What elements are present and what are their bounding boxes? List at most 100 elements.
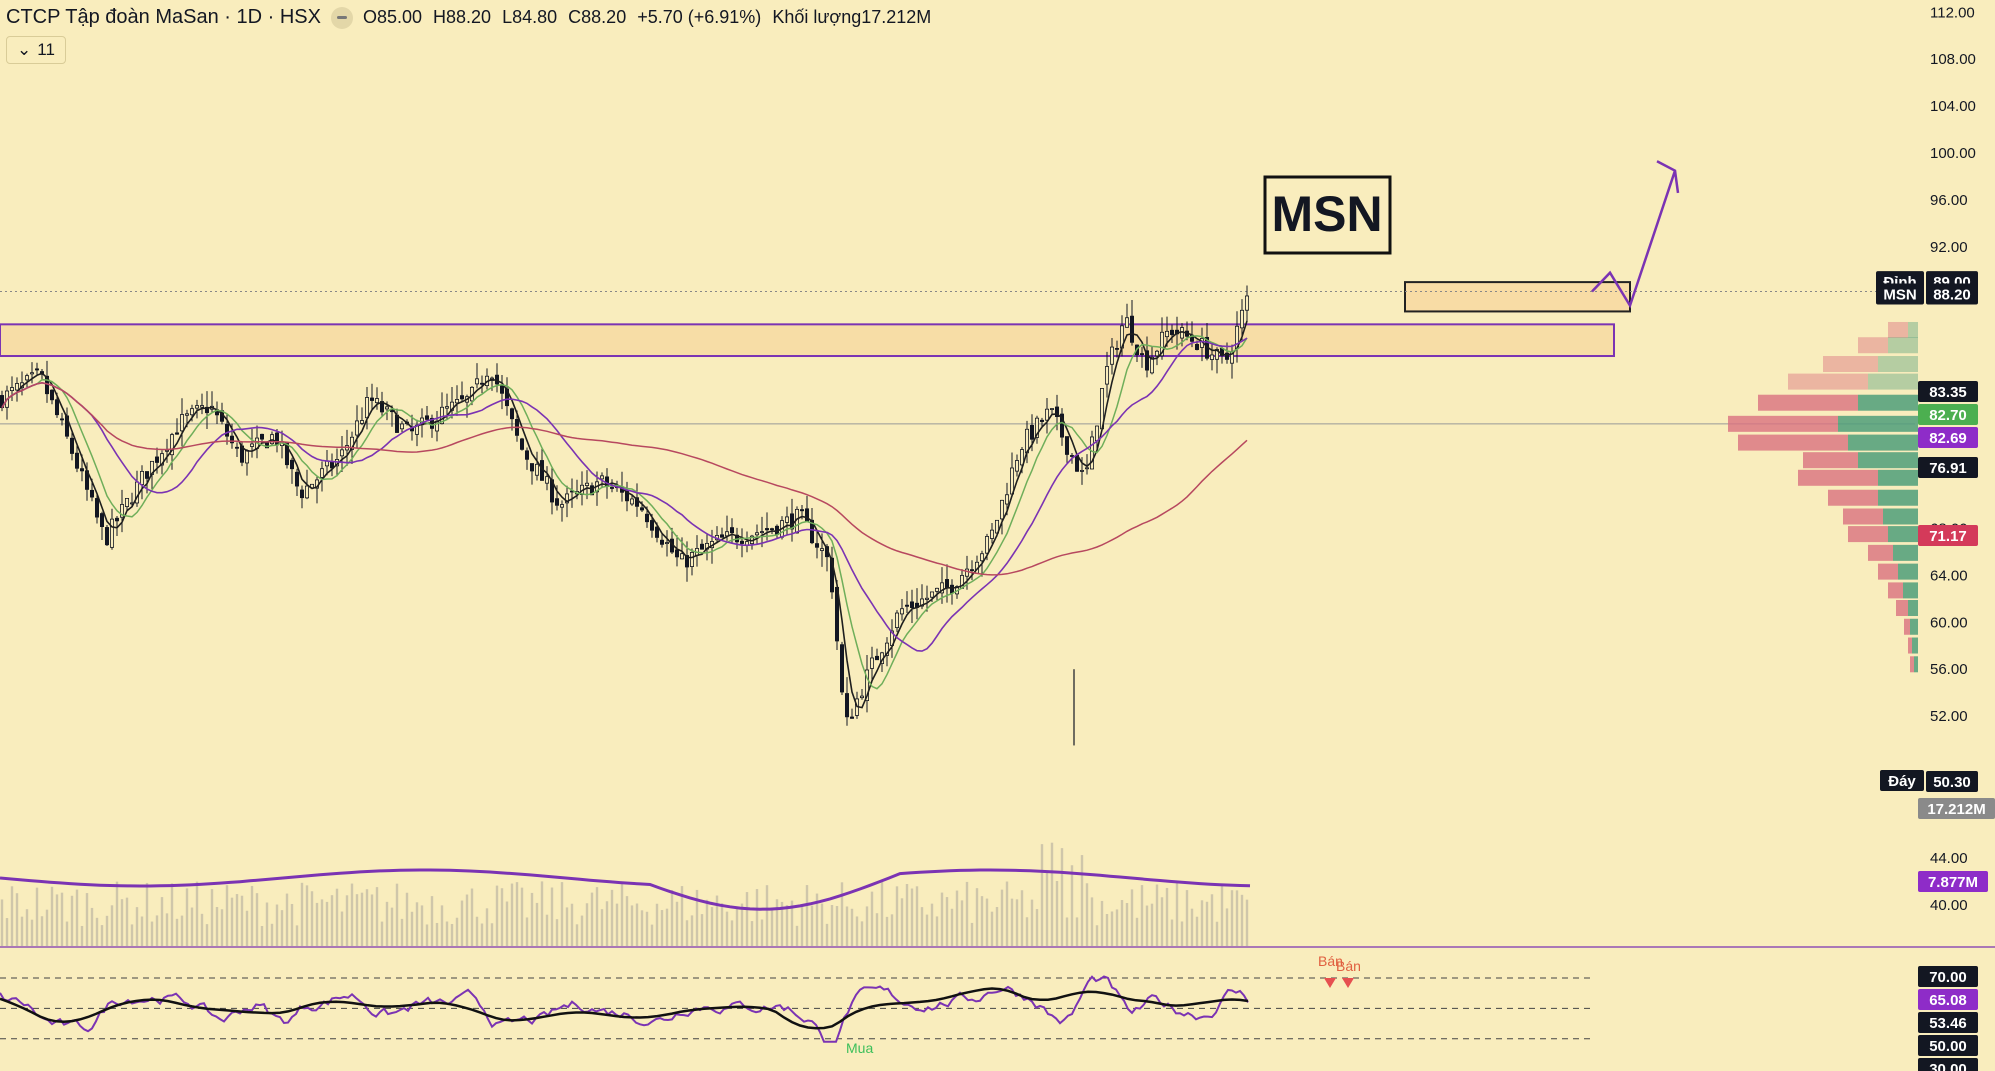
open-value: O85.00 (362, 7, 422, 27)
volume-bar (1245, 899, 1249, 946)
volume-bar (230, 897, 234, 946)
volume-bar (235, 894, 239, 946)
volume-bar (1180, 921, 1184, 946)
candle-body (660, 539, 665, 545)
candle-body (14, 383, 19, 391)
volume-bar (470, 888, 474, 946)
rsi-ma-tag: 53.46 (1929, 1015, 1967, 1032)
bottom-label: Đáy (1888, 773, 1916, 790)
volume-bar (960, 900, 964, 946)
logo-box (1263, 175, 1392, 255)
candle-body (259, 433, 264, 440)
volume-bar (1175, 882, 1179, 946)
candle-body (1140, 353, 1145, 355)
volume-bar (810, 905, 814, 946)
volume-bar (555, 919, 559, 946)
volume-bar (995, 907, 999, 946)
volume-bar (1050, 842, 1054, 946)
ma2-tag: 82.70 (1929, 407, 1967, 424)
volume-bar (875, 913, 879, 946)
candle-body (499, 384, 504, 394)
volume-bar (740, 903, 744, 946)
volume-bar (1075, 917, 1079, 946)
volume-bar (825, 923, 829, 946)
volume-bar (635, 903, 639, 946)
volume-bar (735, 907, 739, 946)
vp-down-bar (1896, 599, 1908, 616)
rsi-70-tag-bg (1918, 966, 1978, 987)
volume-bar (80, 925, 84, 946)
volume-bar (335, 888, 339, 946)
candle-body (645, 513, 650, 523)
last-label-bg (1876, 283, 1924, 305)
sell-signal-label: Bán (1318, 953, 1343, 969)
symbol-title[interactable]: CTCP Tập đoàn MaSan · 1D · HSX (6, 6, 321, 28)
volume-bar (175, 918, 179, 946)
candle-body (29, 372, 34, 375)
candle-body (1060, 413, 1065, 438)
volume-bar (200, 913, 204, 946)
vp-down-bar (1758, 394, 1858, 411)
volume-bar (580, 915, 584, 946)
indicators-toggle[interactable]: ⌄ 11 (6, 36, 66, 64)
vp-up-bar (1888, 337, 1918, 354)
collapse-icon[interactable] (330, 6, 353, 29)
volume-bar (1005, 881, 1009, 946)
candle-body (55, 399, 60, 416)
candle-body (685, 555, 690, 568)
rsi-50-tag: 50.00 (1929, 1038, 1967, 1055)
candle-body (560, 504, 565, 508)
candle-body (1215, 349, 1220, 360)
volume-bar (905, 884, 909, 946)
volume-bar (550, 887, 554, 946)
volume-bar (50, 886, 54, 946)
candle-body (90, 489, 95, 498)
candle-body (364, 397, 369, 419)
candle-body (374, 398, 379, 404)
volume-bar (375, 887, 379, 946)
volume-bar (220, 909, 224, 946)
candle-body (820, 548, 825, 551)
low-value: L84.80 (502, 7, 558, 27)
volume-bar (445, 921, 449, 946)
volume-bar (430, 896, 434, 946)
vp-down-bar (1858, 337, 1888, 354)
volume-bar (525, 917, 529, 946)
candle-body (655, 526, 660, 538)
volume-bar (830, 905, 834, 946)
volume-bar (1140, 885, 1144, 946)
volume-bar (285, 893, 289, 946)
forecast-arrow (1591, 170, 1677, 309)
bottom-value: 50.30 (1933, 774, 1971, 791)
volume-bar (320, 899, 324, 946)
change-value: +5.70 (+6.91%) (637, 7, 762, 27)
volume-bar (315, 902, 319, 946)
volume-bar (860, 921, 864, 946)
volume-bar (705, 899, 709, 946)
candle-body (294, 471, 299, 487)
volume-bar (405, 892, 409, 946)
candle-body (0, 395, 4, 409)
candle-body (329, 461, 334, 469)
vpoc-tag-bg (1918, 457, 1978, 478)
volume-bar (1145, 905, 1149, 946)
vp-up-bar (1893, 544, 1918, 561)
candle-body (154, 456, 159, 463)
volume-bar (840, 882, 844, 946)
vp-up-bar (1848, 434, 1918, 451)
volume-bar (495, 885, 499, 946)
volume-bar (920, 907, 924, 946)
volume-bar (1020, 890, 1024, 946)
candle-body (600, 475, 605, 480)
symbol-header: CTCP Tập đoàn MaSan · 1D · HSX O85.00 H8… (6, 6, 937, 29)
resistance-zone (1404, 281, 1631, 313)
volume-bar (135, 907, 139, 946)
volume-bar (625, 896, 629, 946)
volume-bar (795, 925, 799, 946)
candle-body (545, 476, 550, 484)
volume-bar (945, 897, 949, 946)
volume-bar (1170, 919, 1174, 946)
volume-bar (300, 882, 304, 946)
